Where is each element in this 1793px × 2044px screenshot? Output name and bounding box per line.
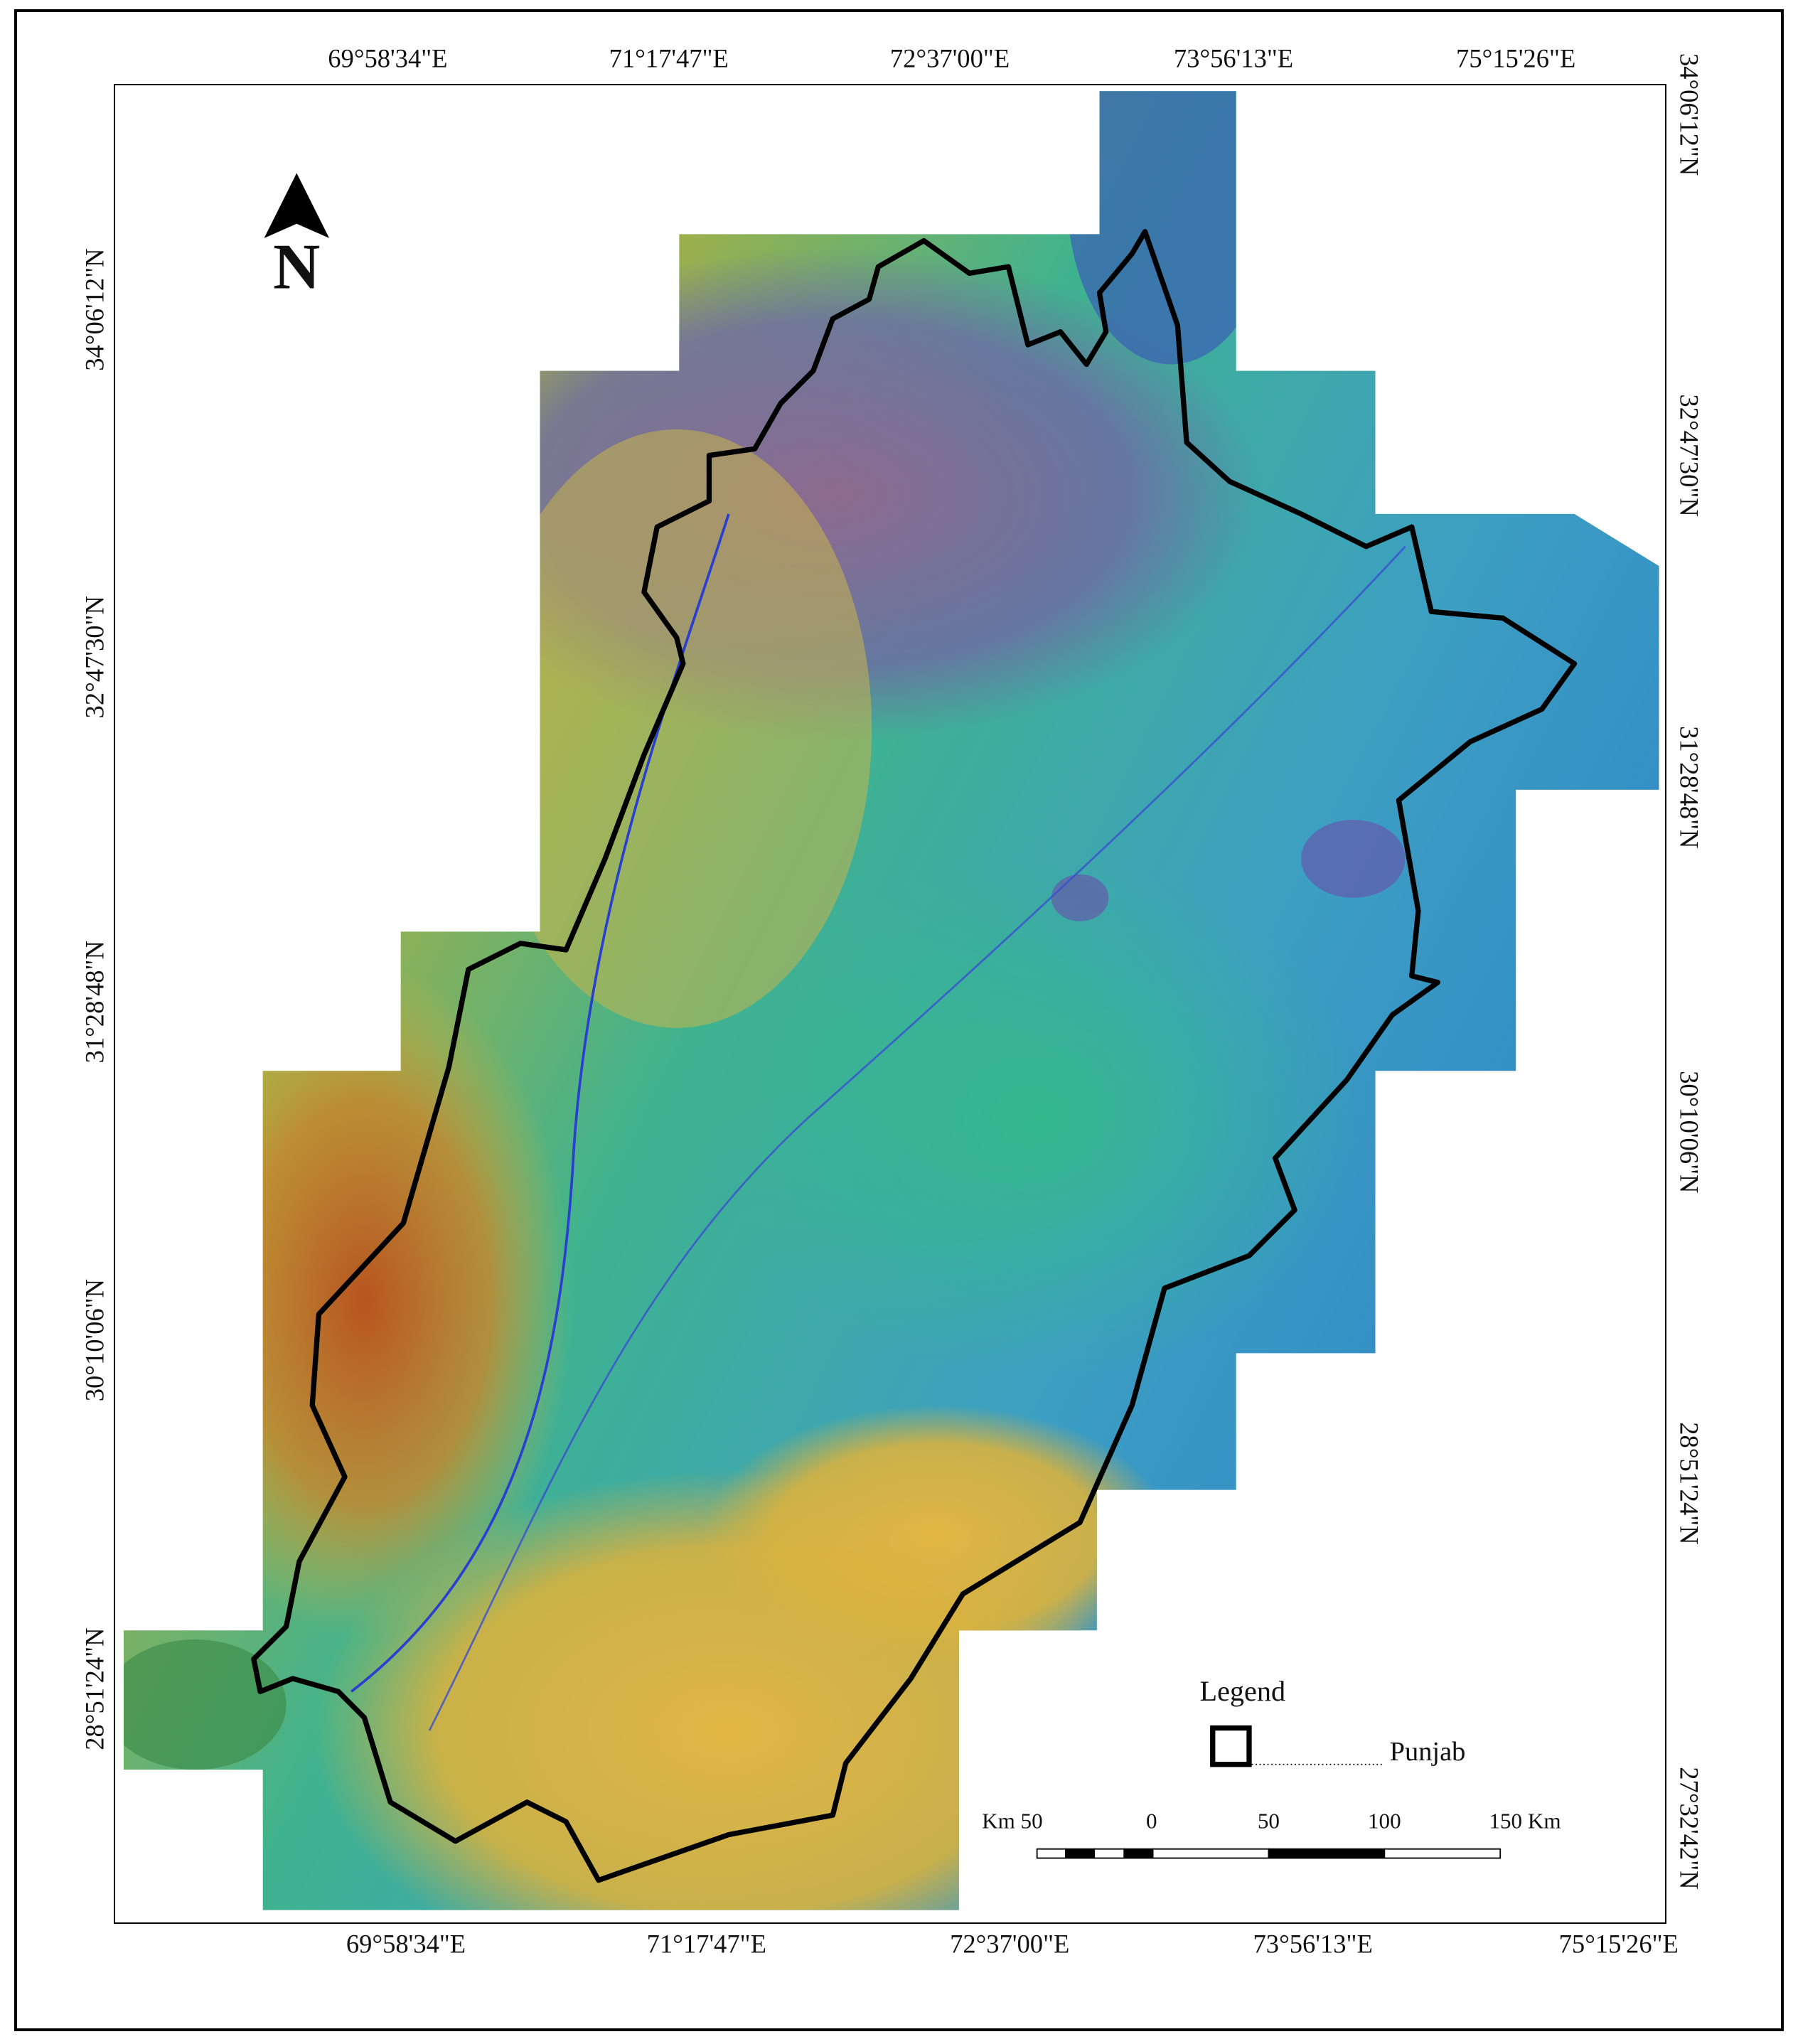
longitude-label: 69°58'34"E	[328, 43, 447, 73]
latitude-label: 28°51'24"N	[1675, 1422, 1704, 1544]
longitude-label: 71°17'47"E	[609, 43, 729, 73]
longitude-label: 73°56'13"E	[1174, 43, 1293, 73]
scale-label: 50	[1258, 1808, 1280, 1833]
latitude-label: 31°28'48"N	[80, 941, 109, 1063]
latitude-label: 34°06'12"N	[1675, 53, 1704, 176]
latitude-label: 30°10'06"N	[80, 1279, 109, 1401]
latitude-label: 34°06'12"N	[80, 248, 109, 370]
outer-border	[14, 9, 1784, 2031]
latitude-label: 32°47'30"N	[1675, 394, 1704, 516]
longitude-label: 75°15'26"E	[1559, 1929, 1679, 1958]
satellite-image	[123, 91, 1659, 1910]
longitude-label: 75°15'26"E	[1456, 43, 1575, 73]
longitude-label: 72°37'00"E	[950, 1929, 1069, 1958]
scale-label: 150 Km	[1489, 1808, 1561, 1833]
north-label: N	[273, 230, 320, 302]
punjab-boundary	[251, 229, 1578, 1883]
latitude-label: 32°47'30"N	[80, 596, 109, 718]
longitude-label: 71°17'47"E	[647, 1929, 766, 1958]
longitude-label: 73°56'13"E	[1253, 1929, 1373, 1958]
map-content: 69°58'34"E 71°17'47"E 72°37'00"E 73°56'13"E…	[80, 43, 1704, 1958]
scale-label: Km 50	[982, 1808, 1043, 1833]
scale-bar	[1036, 1848, 1502, 1859]
longitude-label: 69°58'34"E	[346, 1929, 466, 1958]
latitude-label: 28°51'24"N	[80, 1627, 109, 1750]
legend-title: Legend	[1199, 1675, 1285, 1707]
longitude-label: 72°37'00"E	[890, 43, 1010, 73]
latitude-label: 27°32'42"N	[1675, 1767, 1704, 1889]
map-frame	[114, 84, 1666, 1924]
legend-label: Punjab	[1390, 1737, 1466, 1767]
latitude-label: 30°10'06"N	[1675, 1071, 1704, 1193]
latitude-label: 31°28'48"N	[1675, 726, 1704, 848]
legend-symbol	[1210, 1725, 1252, 1767]
scale-label: 0	[1146, 1808, 1157, 1833]
north-arrow	[264, 173, 330, 238]
scale-label: 100	[1368, 1808, 1401, 1833]
